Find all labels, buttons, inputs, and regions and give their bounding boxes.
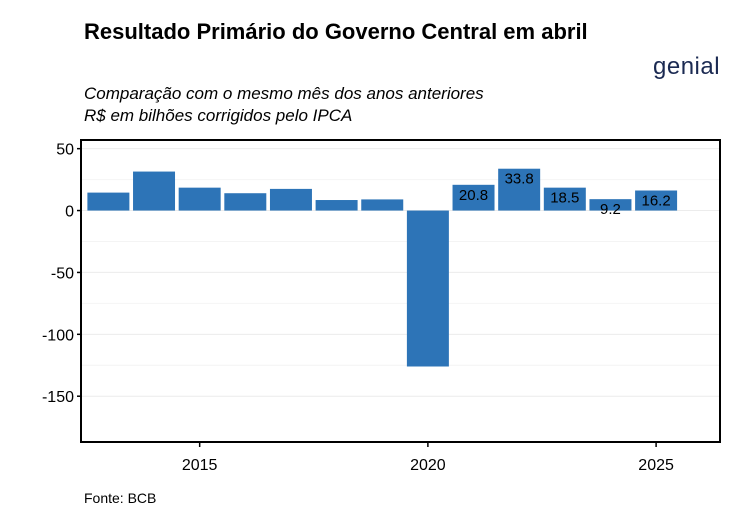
y-tick-label: 0 xyxy=(65,204,74,221)
data-label-2023: 18.5 xyxy=(550,190,579,207)
y-tick-label: 50 xyxy=(56,142,74,159)
data-label-2024: 9.2 xyxy=(600,201,621,218)
y-axis: 50 0 -50 -100 -150 xyxy=(42,142,81,406)
bar-2015 xyxy=(178,187,221,211)
subtitle-line-1: Comparação com o mesmo mês dos anos ante… xyxy=(84,84,484,103)
bar-2018 xyxy=(315,200,358,211)
bar-2016 xyxy=(224,193,267,211)
y-tick-label: -100 xyxy=(42,327,74,344)
chart-title: Resultado Primário do Governo Central em… xyxy=(84,19,588,44)
bar-2022 xyxy=(498,168,541,211)
data-label-2021: 20.8 xyxy=(459,187,488,204)
bar-2023 xyxy=(543,187,586,211)
chart-subtitle: Comparação com o mesmo mês dos anos ante… xyxy=(84,83,644,127)
plot-border xyxy=(80,139,721,443)
bar-2021 xyxy=(452,184,495,211)
y-tick-label: -150 xyxy=(42,389,74,406)
data-labels: 20.8 33.8 18.5 9.2 16.2 xyxy=(459,171,671,218)
bar-2024 xyxy=(589,199,632,211)
bar-2025 xyxy=(635,190,678,211)
source-note: Fonte: BCB xyxy=(84,490,157,506)
subtitle-line-2: R$ em bilhões corrigidos pelo IPCA xyxy=(84,106,353,125)
bar-2013 xyxy=(87,192,130,211)
genial-logo: genial xyxy=(653,53,721,80)
x-tick-label: 2015 xyxy=(182,457,218,474)
bar-2019 xyxy=(361,199,404,211)
bars xyxy=(87,168,678,367)
x-tick-label: 2020 xyxy=(410,457,446,474)
data-label-2022: 33.8 xyxy=(505,171,534,188)
y-tick-label: -50 xyxy=(51,265,74,282)
bar-2017 xyxy=(269,188,312,211)
bar-2014 xyxy=(133,171,176,211)
x-axis: 2015 2020 2025 xyxy=(182,442,674,474)
data-label-2025: 16.2 xyxy=(641,192,670,209)
grid-lines xyxy=(81,148,720,397)
x-tick-label: 2025 xyxy=(638,457,674,474)
bar-2020 xyxy=(406,210,449,367)
